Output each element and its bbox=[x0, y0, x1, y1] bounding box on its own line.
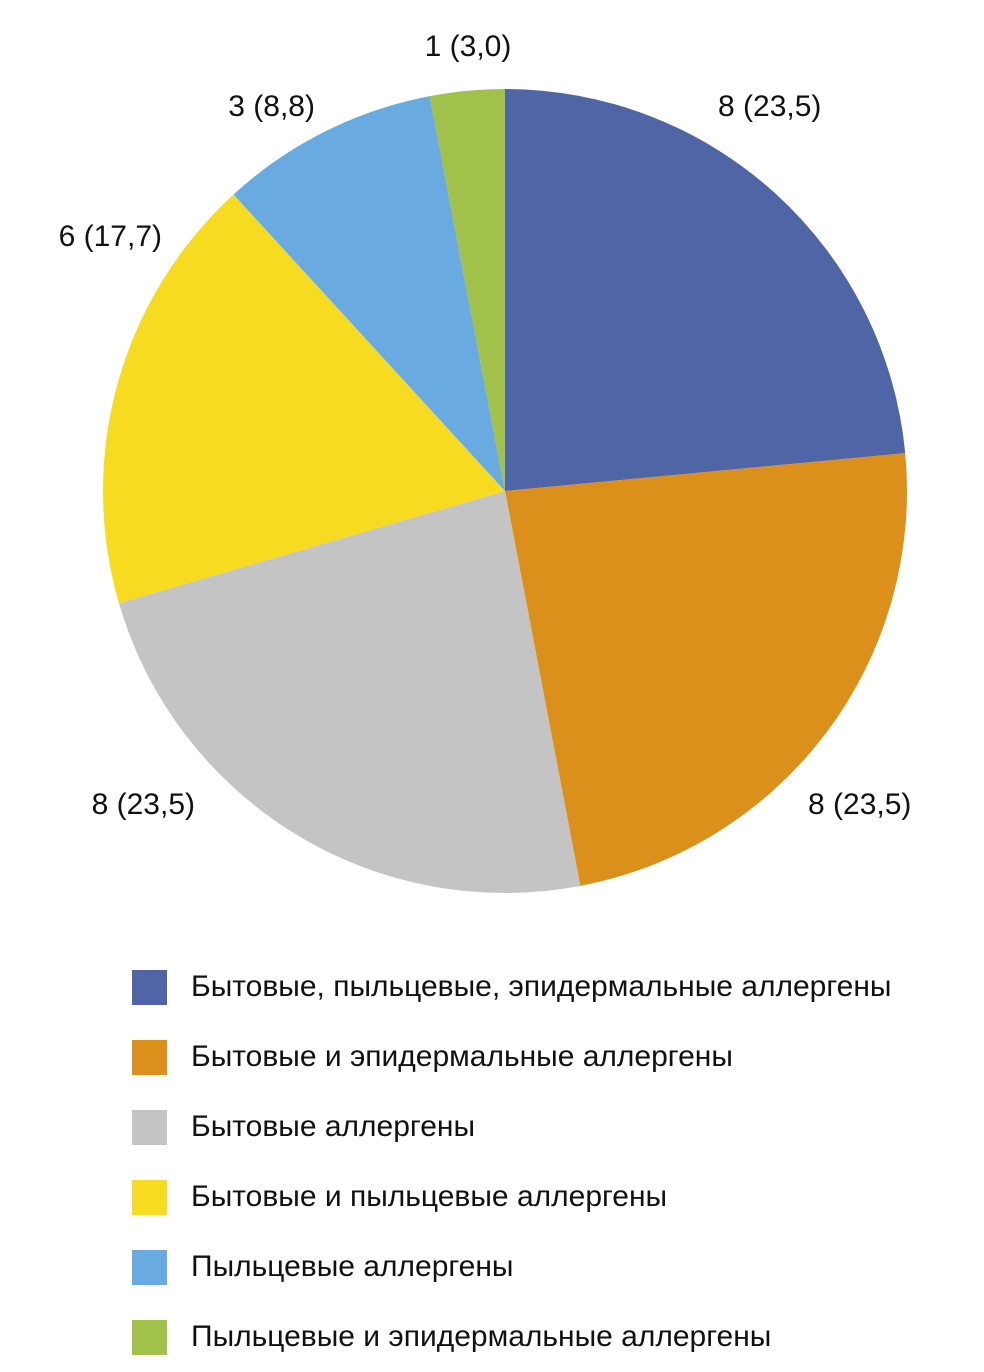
pie-slice bbox=[429, 89, 505, 491]
legend-swatch bbox=[132, 1319, 167, 1355]
legend-label: Бытовые аллергены bbox=[191, 1110, 476, 1143]
legend-swatch bbox=[132, 1179, 167, 1215]
legend-label: Пыльцевые аллергены bbox=[191, 1250, 514, 1283]
pie-slice bbox=[103, 194, 506, 604]
slice-data-label: 3 (8,8) bbox=[228, 90, 315, 123]
legend-swatch bbox=[132, 1039, 167, 1075]
legend-label: Пыльцевые и эпидермальные аллергены bbox=[191, 1320, 772, 1353]
legend-label: Бытовые, пыльцевые, эпидермальные аллерг… bbox=[191, 970, 892, 1003]
legend-swatch bbox=[132, 1109, 167, 1145]
pie-slices bbox=[103, 89, 908, 894]
pie-slice bbox=[233, 96, 505, 492]
chart-legend: Бытовые, пыльцевые, эпидермальные аллерг… bbox=[132, 952, 962, 1372]
pie-slice bbox=[505, 89, 906, 491]
slice-data-label: 1 (3,0) bbox=[425, 30, 512, 63]
slice-data-label: 8 (23,5) bbox=[718, 90, 821, 123]
pie-slice bbox=[505, 453, 908, 886]
pie-slice bbox=[118, 491, 581, 894]
slice-data-label: 8 (23,5) bbox=[808, 788, 911, 821]
legend-item: Бытовые аллергены bbox=[132, 1092, 962, 1162]
legend-item: Бытовые и пыльцевые аллергены bbox=[132, 1162, 962, 1232]
legend-item: Пыльцевые аллергены bbox=[132, 1232, 962, 1302]
pie-slice-labels: 8 (23,5) 8 (23,5) 8 (23,5) 6 (17,7) 3 (8,8) 1… bbox=[59, 30, 912, 821]
legend-label: Бытовые и эпидермальные аллергены bbox=[191, 1040, 733, 1073]
slice-data-label: 8 (23,5) bbox=[92, 788, 195, 821]
legend-label: Бытовые и пыльцевые аллергены bbox=[191, 1180, 668, 1213]
legend-item: Бытовые, пыльцевые, эпидермальные аллерг… bbox=[132, 952, 962, 1022]
legend-swatch bbox=[132, 969, 167, 1005]
legend-item: Пыльцевые и эпидермальные аллергены bbox=[132, 1302, 962, 1372]
legend-swatch bbox=[132, 1249, 167, 1285]
slice-data-label: 6 (17,7) bbox=[59, 220, 162, 253]
legend-item: Бытовые и эпидермальные аллергены bbox=[132, 1022, 962, 1092]
